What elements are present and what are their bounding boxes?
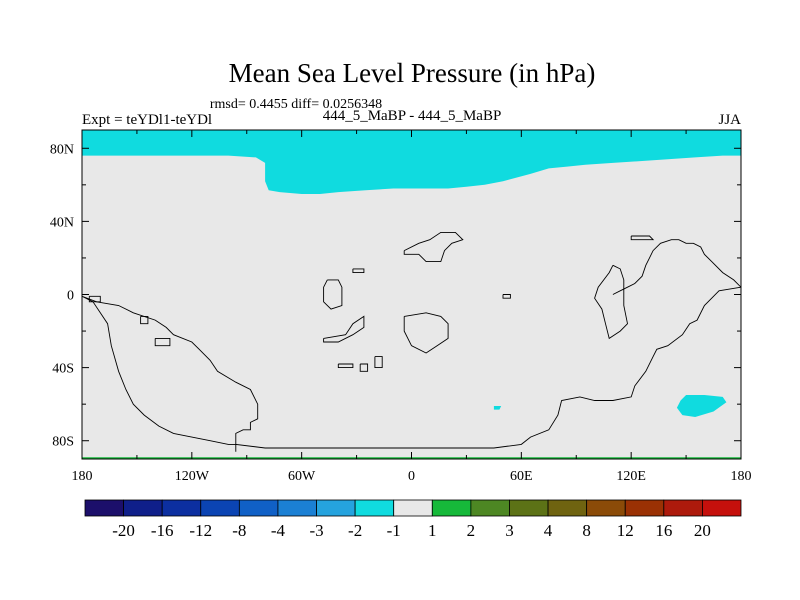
colorbar-label: 8 xyxy=(582,521,591,540)
colorbar-label: 3 xyxy=(505,521,514,540)
coastline-10 xyxy=(374,356,383,369)
colorbar-swatch xyxy=(277,499,317,517)
chart-title: Mean Sea Level Pressure (in hPa) xyxy=(229,58,596,88)
colorbar-swatch xyxy=(354,499,395,517)
y-tick-label: 40S xyxy=(52,362,74,377)
coastline-8 xyxy=(337,363,354,369)
x-tick-label: 180 xyxy=(731,469,752,484)
axis-ticks: 180 120W 60W 0 60E 120E 180 80N 40N 0 40S 80S xyxy=(50,130,752,484)
coastline-0 xyxy=(82,295,259,445)
coastlines xyxy=(82,231,741,452)
colorbar-swatch xyxy=(161,499,202,517)
coastline-6 xyxy=(352,268,365,274)
x-tick-label: 60W xyxy=(288,469,316,484)
x-tick-label: 120W xyxy=(175,469,210,484)
colorbar-swatch xyxy=(431,499,472,517)
colorbar-swatch xyxy=(123,499,163,517)
season-label: JJA xyxy=(718,112,741,128)
region-south-pacific-negative xyxy=(676,395,727,417)
x-tick-label: 180 xyxy=(72,469,93,484)
colorbar: -20 -16 -12 -8 -4 -3 -2 -1 1 2 3 4 8 12 16 20 xyxy=(84,499,742,540)
comparison-label: 444_5_MaBP - 444_5_MaBP xyxy=(323,108,502,124)
colorbar-label: 2 xyxy=(467,521,476,540)
map-plot-area xyxy=(81,129,742,460)
colorbar-swatch xyxy=(470,499,510,517)
chart-subtitle: rmsd= 0.4455 diff= 0.0256348 xyxy=(210,97,382,112)
region-arctic-negative xyxy=(82,130,741,194)
colorbar-swatch xyxy=(702,499,742,517)
colorbar-swatch xyxy=(200,499,240,517)
y-tick-label: 40N xyxy=(50,215,74,230)
colorbar-label: -8 xyxy=(232,521,246,540)
colorbar-label: 16 xyxy=(655,521,672,540)
x-tick-label: 60E xyxy=(510,469,533,484)
colorbar-swatch xyxy=(547,499,588,517)
coastline-3 xyxy=(154,337,171,347)
colorbar-swatch xyxy=(84,499,124,517)
region-indian-ocean-negative xyxy=(493,406,502,410)
colorbar-label: -2 xyxy=(348,521,362,540)
colorbar-swatch xyxy=(393,499,433,517)
colorbar-label: -3 xyxy=(309,521,323,540)
coastline-4 xyxy=(235,239,741,452)
coastline-11 xyxy=(403,312,449,354)
coastline-13 xyxy=(502,294,511,299)
experiment-label: Expt = teYDl1-teYDl xyxy=(82,112,212,128)
coastline-5 xyxy=(323,279,343,310)
colorbar-label: 1 xyxy=(428,521,437,540)
colorbar-swatch xyxy=(238,499,279,517)
coastline-9 xyxy=(359,363,369,372)
x-tick-label: 0 xyxy=(408,469,415,484)
colorbar-swatch xyxy=(624,499,665,517)
colorbar-label: -12 xyxy=(189,521,212,540)
coastline-2 xyxy=(140,315,149,325)
x-tick-label: 120E xyxy=(616,469,646,484)
coastline-14 xyxy=(630,235,655,241)
colorbar-label: -1 xyxy=(387,521,401,540)
coastline-15 xyxy=(594,264,628,340)
colorbar-label: -4 xyxy=(271,521,286,540)
colorbar-label: 4 xyxy=(544,521,553,540)
y-tick-label: 0 xyxy=(67,289,74,304)
colorbar-swatch xyxy=(316,499,356,517)
coastline-12 xyxy=(403,231,464,263)
colorbar-swatch xyxy=(663,499,703,517)
colorbar-swatch xyxy=(586,499,626,517)
colorbar-label: -16 xyxy=(151,521,174,540)
y-tick-label: 80N xyxy=(50,142,74,157)
colorbar-label: 12 xyxy=(617,521,634,540)
coastline-1 xyxy=(88,295,101,303)
y-tick-label: 80S xyxy=(52,435,74,450)
colorbar-label: 20 xyxy=(694,521,711,540)
colorbar-label: -20 xyxy=(112,521,135,540)
colorbar-swatch xyxy=(509,499,549,517)
coastline-7 xyxy=(323,315,365,343)
